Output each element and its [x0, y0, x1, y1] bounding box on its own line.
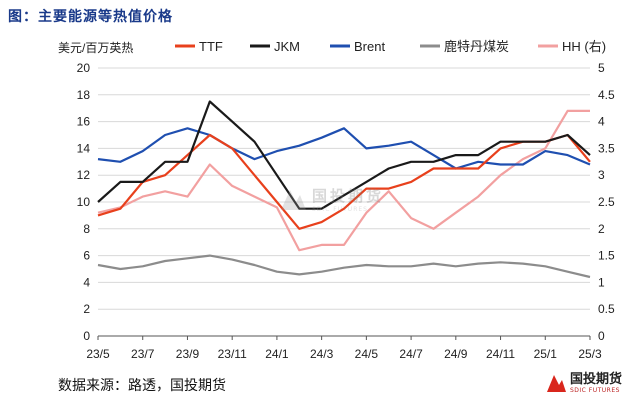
- y2-tick-label: 0: [598, 329, 605, 343]
- figure-title: 图：主要能源等热值价格: [8, 9, 173, 25]
- x-tick-label: 24/3: [310, 347, 334, 361]
- watermark-name: 国投期货: [312, 187, 385, 205]
- legend-label: 鹿特丹煤炭: [444, 39, 509, 54]
- legend-label: JKM: [274, 39, 300, 54]
- company-logo: 国投期货 SDIC FUTURES: [545, 372, 622, 394]
- y-tick-label: 0: [83, 329, 90, 343]
- x-tick-label: 23/7: [131, 347, 155, 361]
- x-tick-label: 24/1: [265, 347, 289, 361]
- y-tick-label: 18: [77, 88, 91, 102]
- logo-sub: SDIC FUTURES: [569, 386, 620, 394]
- y-tick-label: 10: [77, 195, 91, 209]
- x-tick-label: 23/5: [86, 347, 110, 361]
- x-tick-label: 25/3: [578, 347, 602, 361]
- y2-tick-label: 3.5: [598, 141, 615, 155]
- y2-tick-label: 0.5: [598, 302, 615, 316]
- x-tick-label: 24/5: [355, 347, 379, 361]
- x-tick-label: 24/11: [486, 347, 515, 361]
- legend-label: TTF: [199, 39, 223, 54]
- legend-label: HH (右): [562, 39, 606, 54]
- series-line-hh: [97, 109, 590, 252]
- x-tick-label: 24/7: [399, 347, 423, 361]
- y-tick-label: 8: [83, 222, 90, 236]
- y-tick-label: 6: [83, 249, 90, 263]
- y2-tick-label: 1.5: [598, 249, 615, 263]
- y-tick-label: 4: [83, 275, 90, 289]
- logo-name: 国投期货: [569, 371, 622, 387]
- y-tick-label: 14: [77, 141, 91, 155]
- y-tick-label: 12: [77, 168, 91, 182]
- y2-tick-label: 4: [598, 115, 605, 129]
- y-tick-label: 2: [83, 302, 90, 316]
- logo-icon: [546, 375, 566, 392]
- series-line-Brent: [97, 127, 591, 170]
- legend: TTF JKM Brent 鹿特丹煤炭 HH (右): [175, 39, 606, 54]
- y-axis-title: 美元/百万英热: [58, 41, 133, 55]
- legend-label: Brent: [354, 39, 385, 54]
- x-tick-label: 23/9: [176, 347, 200, 361]
- y2-tick-label: 2.5: [598, 195, 615, 209]
- source-note: 数据来源：路透，国投期货: [58, 378, 226, 394]
- watermark: 国投期货 SDIC FUTURES: [278, 185, 384, 213]
- y2-tick-label: 4.5: [598, 88, 615, 102]
- axes: 0 2 4 6 8 10 12 14 16 18 20 0 0.5 1 1.5 2 2.5 3 3.5 4 4.5 5 23…: [58, 41, 615, 361]
- gridlines: [98, 67, 590, 310]
- y2-tick-label: 5: [598, 61, 605, 75]
- series-line-TTF: [97, 133, 591, 230]
- y2-tick-label: 2: [598, 222, 605, 236]
- series-line-JKM: [97, 100, 591, 210]
- watermark-sub: SDIC FUTURES: [312, 206, 368, 213]
- series-line-鹿特丹煤炭: [97, 254, 591, 279]
- y2-tick-label: 1: [598, 275, 605, 289]
- y-tick-label: 20: [77, 61, 91, 75]
- x-tick-label: 23/11: [218, 347, 247, 361]
- x-tick-label: 25/1: [534, 347, 558, 361]
- y-tick-label: 16: [77, 115, 91, 129]
- watermark-logo-icon: [281, 190, 306, 210]
- series-lines: [97, 100, 591, 279]
- x-tick-label: 24/9: [444, 347, 468, 361]
- y2-tick-label: 3: [598, 168, 605, 182]
